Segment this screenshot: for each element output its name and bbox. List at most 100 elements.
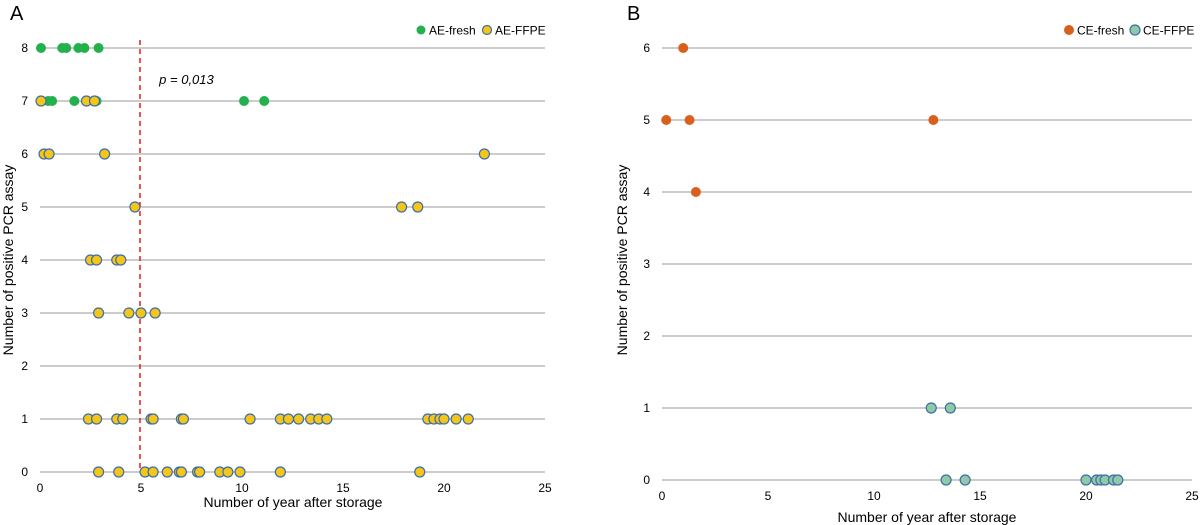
data-point-ae-ffpe (88, 95, 101, 107)
data-point-ce-fresh (661, 115, 672, 125)
panel-b-points (661, 43, 1124, 486)
data-point-ae-ffpe (274, 466, 286, 478)
y-tick-label: 8 (21, 41, 28, 55)
panel-b-y-ticks: 0 1 2 3 4 5 6 (643, 41, 650, 487)
x-tick-label: 15 (336, 481, 350, 495)
legend-label-ae-ffpe: AE-FFPE (495, 24, 546, 38)
data-point-ae-ffpe (282, 413, 295, 425)
data-point-ce-fresh (928, 115, 939, 125)
data-point-ae-ffpe (43, 148, 55, 160)
panel-b-x-axis-label: Number of year after storage (838, 509, 1017, 525)
data-point-ae-ffpe (462, 413, 474, 425)
data-point-ae-ffpe (149, 307, 161, 319)
data-point-ae-fresh (239, 96, 250, 106)
data-point-ae-fresh (259, 96, 270, 106)
panel-a-y-axis-label: Number of positive PCR assay (0, 165, 16, 356)
data-point-ae-ffpe (395, 201, 408, 213)
data-point-ae-ffpe (147, 466, 159, 478)
x-tick-label: 10 (235, 481, 249, 495)
data-point-ce-ffpe (940, 474, 952, 486)
legend-swatch-ce-fresh (1064, 25, 1074, 35)
data-point-ae-ffpe (450, 413, 462, 425)
data-point-ae-ffpe (161, 466, 173, 478)
data-point-ae-fresh (93, 43, 104, 53)
panel-b-label: B (627, 3, 640, 25)
data-point-ae-ffpe (222, 466, 234, 478)
data-point-ce-ffpe (1112, 474, 1124, 486)
y-tick-label: 3 (21, 306, 28, 320)
data-point-ae-ffpe (115, 254, 127, 266)
y-tick-label: 2 (21, 359, 28, 373)
x-tick-label: 0 (659, 489, 666, 503)
data-point-ae-ffpe (412, 201, 424, 213)
x-tick-label: 20 (1079, 489, 1093, 503)
data-point-ae-ffpe (147, 413, 159, 425)
data-point-ae-ffpe (175, 466, 187, 478)
y-tick-label: 1 (643, 401, 650, 415)
data-point-ae-ffpe (321, 413, 333, 425)
legend-label-ae-fresh: AE-fresh (429, 24, 476, 38)
legend-swatch-ae-ffpe (481, 24, 493, 36)
panel-b: B 0 1 2 3 4 5 6 0 5 10 15 20 25 Number of year afte… (614, 3, 1199, 525)
data-point-ae-ffpe (123, 307, 135, 319)
panel-b-legend: CE-fresh CE-FFPE (1064, 24, 1194, 38)
legend-label-ce-fresh: CE-fresh (1077, 24, 1124, 38)
data-point-ae-ffpe (35, 95, 47, 107)
data-point-ae-fresh (61, 43, 72, 53)
data-point-ae-fresh (47, 96, 58, 106)
data-point-ae-fresh (79, 43, 90, 53)
data-point-ae-ffpe (99, 148, 111, 160)
data-point-ce-ffpe (1080, 474, 1092, 486)
x-tick-label: 15 (973, 489, 987, 503)
y-tick-label: 6 (643, 41, 650, 55)
y-tick-label: 4 (643, 185, 650, 199)
data-point-ae-ffpe (177, 413, 190, 425)
data-point-ae-fresh (69, 96, 80, 106)
data-point-ae-ffpe (117, 413, 129, 425)
data-point-ae-ffpe (92, 307, 105, 319)
x-tick-label: 5 (765, 489, 772, 503)
panel-a: A 0 1 2 3 4 5 6 7 8 0 5 10 15 20 25 Number of year af… (0, 3, 552, 510)
legend-label-ce-ffpe: CE-FFPE (1143, 24, 1194, 38)
data-point-ae-ffpe (234, 466, 246, 478)
x-tick-label: 20 (437, 481, 451, 495)
data-point-ae-ffpe (129, 201, 141, 213)
data-point-ae-ffpe (292, 413, 305, 425)
y-tick-label: 3 (643, 257, 650, 271)
x-tick-label: 25 (538, 481, 552, 495)
y-tick-label: 0 (643, 473, 650, 487)
y-tick-label: 0 (21, 465, 28, 479)
data-point-ce-fresh (678, 43, 689, 53)
panel-a-points (35, 43, 490, 478)
panel-b-y-axis-label: Number of positive PCR assay (614, 165, 630, 356)
data-point-ce-fresh (684, 115, 695, 125)
x-tick-label: 0 (37, 481, 44, 495)
data-point-ce-ffpe (959, 474, 971, 486)
data-point-ae-ffpe (244, 413, 256, 425)
panel-a-x-ticks: 0 5 10 15 20 25 (37, 481, 552, 495)
x-tick-label: 25 (1185, 489, 1199, 503)
y-tick-label: 5 (643, 113, 650, 127)
x-tick-label: 10 (867, 489, 881, 503)
panel-a-p-value: p = 0,013 (158, 72, 214, 87)
x-tick-label: 5 (138, 481, 145, 495)
data-point-ce-fresh (690, 187, 701, 197)
data-point-ce-ffpe (944, 402, 956, 414)
data-point-ae-fresh (36, 43, 47, 53)
y-tick-label: 2 (643, 329, 650, 343)
data-point-ce-ffpe (925, 402, 937, 414)
legend-swatch-ae-fresh (416, 25, 426, 35)
y-tick-label: 6 (21, 147, 28, 161)
panel-b-x-ticks: 0 5 10 15 20 25 (659, 489, 1199, 503)
data-point-ae-ffpe (90, 254, 103, 266)
y-tick-label: 1 (21, 412, 28, 426)
panel-a-y-ticks: 0 1 2 3 4 5 6 7 8 (21, 41, 28, 479)
panel-b-gridlines (662, 47, 1192, 481)
legend-swatch-ce-ffpe (1129, 24, 1141, 36)
data-point-ae-ffpe (90, 413, 103, 425)
data-point-ae-ffpe (414, 466, 426, 478)
data-point-ae-ffpe (92, 466, 105, 478)
data-point-ae-ffpe (113, 466, 125, 478)
data-point-ae-ffpe (135, 307, 147, 319)
